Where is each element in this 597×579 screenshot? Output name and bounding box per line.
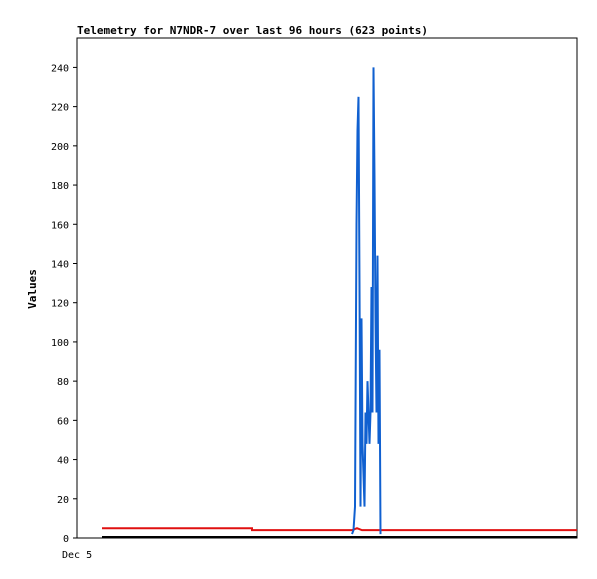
series-line-3 <box>351 67 382 535</box>
y-tick-label: 100 <box>51 338 69 349</box>
y-axis-ticks: 0 20 40 60 80 100 120 140 160 180 200 220 240 <box>51 63 77 545</box>
y-tick-label: 160 <box>51 220 69 231</box>
series-line-1 <box>102 527 577 532</box>
y-tick-label: 240 <box>51 63 69 74</box>
y-tick-label: 140 <box>51 259 69 270</box>
y-tick-label: 200 <box>51 142 69 153</box>
y-tick-label: 0 <box>63 534 69 545</box>
y-tick-label: 80 <box>57 377 69 388</box>
x-tick-label: Dec 5 <box>62 550 92 561</box>
series-layer <box>102 67 577 539</box>
y-tick-label: 60 <box>57 416 69 427</box>
y-tick-label: 20 <box>57 495 69 506</box>
y-tick-label: 40 <box>57 456 69 467</box>
plot-frame <box>76 37 578 539</box>
y-axis-label: Values <box>26 269 39 309</box>
y-tick-label: 180 <box>51 181 69 192</box>
chart-title: Telemetry for N7NDR-7 over last 96 hours… <box>77 24 428 37</box>
y-tick-label: 120 <box>51 299 69 310</box>
y-tick-label: 220 <box>51 103 69 114</box>
x-axis-ticks: Dec 5 <box>62 550 92 561</box>
